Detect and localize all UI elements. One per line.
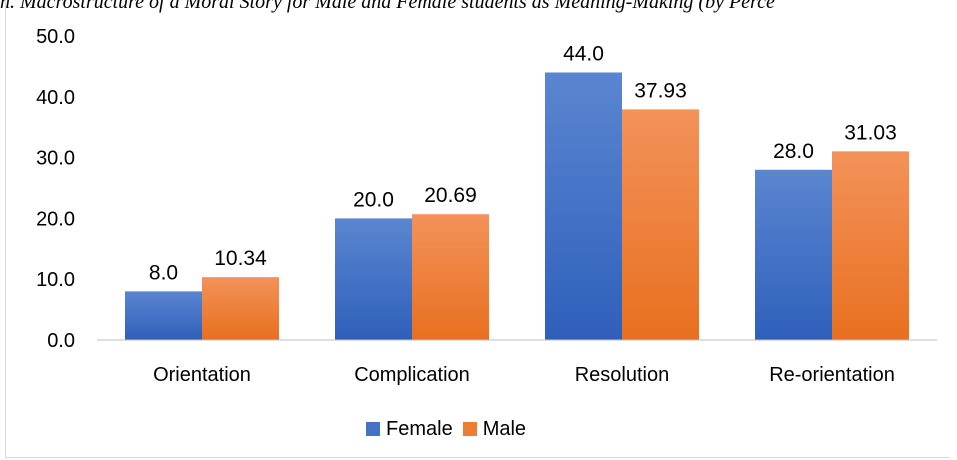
legend-swatch-female bbox=[366, 422, 380, 436]
bar-male-resolution bbox=[622, 109, 699, 341]
figure-caption: n. Macrostructure of a Moral Story for M… bbox=[0, 0, 775, 13]
data-label-male: 20.69 bbox=[424, 184, 477, 207]
y-tick-label: 30.0 bbox=[36, 148, 75, 170]
legend-label-female: Female bbox=[386, 417, 453, 440]
bar-male-orientation bbox=[202, 277, 279, 340]
y-tick-label: 10.0 bbox=[36, 269, 75, 291]
legend-item-male: Male bbox=[462, 417, 527, 441]
data-labels: 8.0 10.34 20.0 20.69 44.0 37.93 28.0 31.03 bbox=[149, 42, 897, 284]
data-label-female: 28.0 bbox=[773, 140, 814, 163]
y-tick-label: 50.0 bbox=[36, 26, 75, 48]
bar-male-re-orientation bbox=[832, 151, 909, 340]
data-label-male: 10.34 bbox=[214, 247, 267, 270]
y-tick-label: 40.0 bbox=[36, 87, 75, 109]
data-label-male: 37.93 bbox=[634, 79, 687, 102]
data-label-male: 31.03 bbox=[844, 121, 897, 144]
bar-female-resolution bbox=[545, 72, 622, 340]
legend-label-male: Male bbox=[482, 417, 527, 440]
data-label-female: 44.0 bbox=[563, 42, 604, 65]
bar-male-complication bbox=[412, 214, 489, 340]
y-tick-label: 0.0 bbox=[47, 330, 75, 352]
y-tick-label: 20.0 bbox=[36, 208, 75, 230]
chart-frame bbox=[5, 0, 950, 458]
data-label-female: 20.0 bbox=[353, 188, 394, 211]
bar-female-re-orientation bbox=[755, 169, 832, 340]
legend-swatch-male bbox=[462, 422, 477, 436]
y-axis-ticks: 0.0 10.0 20.0 30.0 40.0 50.0 bbox=[36, 26, 75, 352]
bar-female-orientation bbox=[125, 291, 202, 340]
bars bbox=[125, 72, 909, 341]
x-tick-label: Re-orientation bbox=[769, 364, 895, 386]
data-label-female: 8.0 bbox=[149, 261, 178, 284]
x-tick-label: Resolution bbox=[575, 364, 670, 386]
legend-item-female: Female bbox=[366, 418, 453, 441]
x-tick-label: Orientation bbox=[153, 364, 251, 386]
x-axis-ticks: Orientation Complication Resolution Re-orie… bbox=[153, 364, 895, 386]
legend: Female Male bbox=[366, 416, 526, 442]
bar-female-complication bbox=[335, 218, 412, 340]
x-tick-label: Complication bbox=[354, 364, 470, 386]
